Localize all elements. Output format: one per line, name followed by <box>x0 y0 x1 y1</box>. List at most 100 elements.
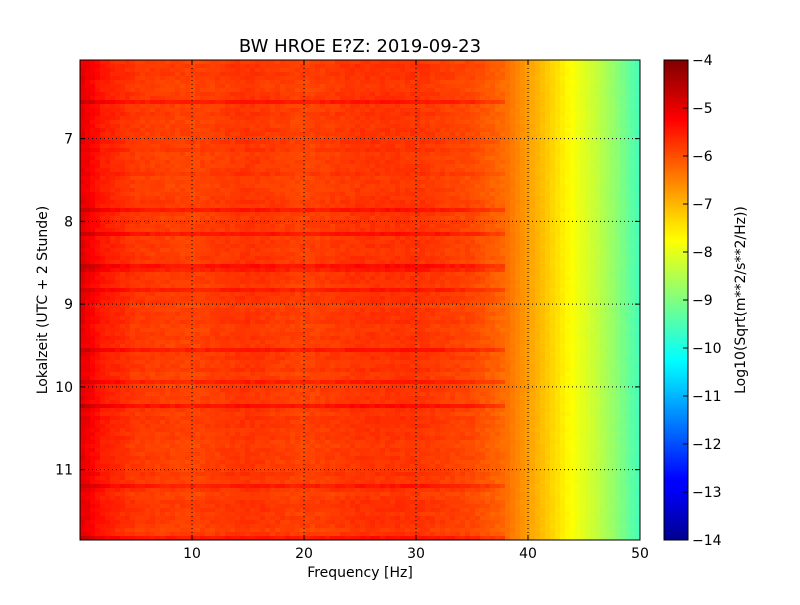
heatmap-cell <box>85 196 91 201</box>
heatmap-cell <box>205 60 211 65</box>
heatmap-cell <box>310 144 316 149</box>
heatmap-cell <box>450 188 456 193</box>
heatmap-cell <box>290 148 296 153</box>
heatmap-cell <box>605 128 611 133</box>
heatmap-cell <box>90 184 96 189</box>
heatmap-cell <box>240 216 246 221</box>
heatmap-cell <box>540 116 546 121</box>
heatmap-cell <box>215 204 221 209</box>
heatmap-cell <box>540 80 546 85</box>
heatmap-cell <box>190 116 196 121</box>
heatmap-cell <box>140 92 146 97</box>
heatmap-cell <box>610 80 616 85</box>
heatmap-cell <box>350 200 356 205</box>
heatmap-cell <box>120 148 126 153</box>
heatmap-cell <box>435 220 441 225</box>
heatmap-cell <box>260 96 266 101</box>
heatmap-cell <box>140 140 146 145</box>
heatmap-cell <box>295 100 301 105</box>
heatmap-cell <box>405 148 411 153</box>
heatmap-cell <box>335 60 341 65</box>
heatmap-cell <box>560 64 566 69</box>
heatmap-cell <box>220 76 226 81</box>
heatmap-cell <box>420 228 426 233</box>
heatmap-cell <box>120 96 126 101</box>
heatmap-cell <box>630 232 636 237</box>
heatmap-cell <box>125 228 131 233</box>
heatmap-cell <box>620 100 626 105</box>
heatmap-cell <box>425 96 431 101</box>
heatmap-cell <box>405 212 411 217</box>
heatmap-cell <box>195 148 201 153</box>
heatmap-cell <box>115 224 121 229</box>
heatmap-cell <box>250 184 256 189</box>
heatmap-cell <box>610 100 616 105</box>
heatmap-cell <box>310 60 316 65</box>
heatmap-cell <box>330 112 336 117</box>
heatmap-cell <box>315 196 321 201</box>
heatmap-cell <box>295 232 301 237</box>
heatmap-cell <box>90 208 96 213</box>
heatmap-cell <box>160 196 166 201</box>
heatmap-cell <box>540 144 546 149</box>
heatmap-cell <box>345 228 351 233</box>
heatmap-cell <box>95 168 101 173</box>
heatmap-cell <box>295 64 301 69</box>
heatmap-cell <box>375 188 381 193</box>
heatmap-cell <box>445 100 451 105</box>
heatmap-cell <box>525 72 531 77</box>
heatmap-cell <box>205 132 211 137</box>
heatmap-cell <box>305 148 311 153</box>
heatmap-cell <box>315 92 321 97</box>
heatmap-cell <box>440 144 446 149</box>
heatmap-cell <box>85 228 91 233</box>
heatmap-cell <box>230 108 236 113</box>
heatmap-cell <box>400 192 406 197</box>
heatmap-cell <box>265 148 271 153</box>
heatmap-cell <box>375 104 381 109</box>
heatmap-cell <box>85 112 91 117</box>
heatmap-cell <box>170 68 176 73</box>
heatmap-cell <box>535 176 541 181</box>
heatmap-cell <box>425 180 431 185</box>
heatmap-cell <box>430 128 436 133</box>
heatmap-cell <box>585 152 591 157</box>
heatmap-cell <box>425 212 431 217</box>
heatmap-cell <box>215 208 221 213</box>
heatmap-cell <box>410 172 416 177</box>
heatmap-cell <box>620 208 626 213</box>
heatmap-cell <box>320 188 326 193</box>
heatmap-cell <box>525 172 531 177</box>
heatmap-cell <box>370 232 376 237</box>
heatmap-cell <box>190 140 196 145</box>
heatmap-cell <box>365 208 371 213</box>
heatmap-cell <box>150 176 156 181</box>
heatmap-cell <box>250 80 256 85</box>
heatmap-cell <box>165 84 171 89</box>
heatmap-cell <box>90 68 96 73</box>
heatmap-cell <box>220 60 226 65</box>
heatmap-cell <box>160 72 166 77</box>
heatmap-cell <box>150 224 156 229</box>
heatmap-cell <box>445 140 451 145</box>
heatmap-cell <box>90 88 96 93</box>
heatmap-cell <box>225 128 231 133</box>
heatmap-cell <box>480 196 486 201</box>
heatmap-cell <box>85 108 91 113</box>
heatmap-cell <box>315 104 321 109</box>
heatmap-cell <box>610 224 616 229</box>
heatmap-cell <box>435 104 441 109</box>
heatmap-cell <box>195 96 201 101</box>
heatmap-cell <box>170 204 176 209</box>
heatmap-cell <box>425 156 431 161</box>
heatmap-cell <box>505 76 511 81</box>
heatmap-cell <box>395 224 401 229</box>
heatmap-cell <box>145 80 151 85</box>
heatmap-cell <box>250 100 256 105</box>
heatmap-cell <box>590 124 596 129</box>
heatmap-cell <box>475 144 481 149</box>
heatmap-cell <box>200 176 206 181</box>
heatmap-cell <box>465 108 471 113</box>
heatmap-cell <box>455 188 461 193</box>
heatmap-cell <box>400 64 406 69</box>
